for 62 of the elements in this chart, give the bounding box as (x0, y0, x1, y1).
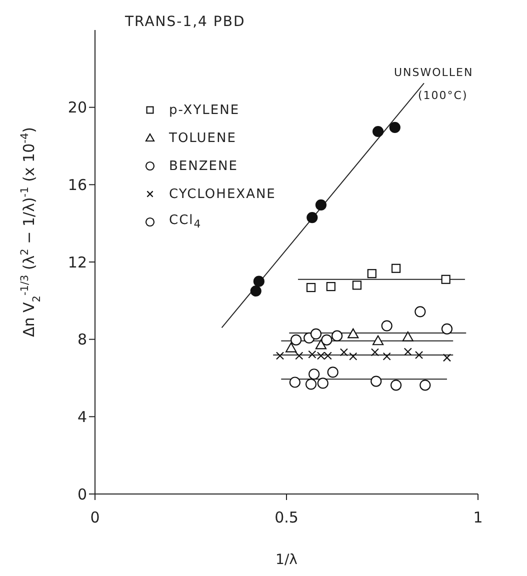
point (372, 126, 384, 138)
x-tick-label: 0.5 (274, 508, 298, 527)
point (404, 348, 412, 356)
point (414, 306, 426, 318)
point (370, 376, 382, 387)
point (381, 320, 392, 332)
point (308, 350, 316, 358)
point (370, 348, 380, 356)
point (306, 282, 316, 292)
chart-title: TRANS-1,4 PBD (124, 14, 246, 30)
legend-label: p-XYLENE (169, 102, 240, 118)
point (321, 334, 332, 346)
point (308, 368, 320, 380)
y-tick-label: 8 (77, 330, 87, 349)
point (349, 352, 358, 360)
point (441, 274, 450, 284)
point (315, 339, 327, 350)
y-tick-label: 0 (77, 485, 87, 504)
y-tick-label: 20 (68, 98, 87, 117)
point (391, 264, 401, 273)
point (367, 269, 376, 278)
point (276, 352, 284, 360)
point (441, 323, 453, 334)
point (332, 330, 343, 342)
x-tick-label: 1 (473, 508, 483, 527)
point (420, 380, 431, 391)
legend-label: CCl$_{4}$ (169, 213, 202, 231)
point (289, 376, 300, 388)
point (414, 350, 424, 360)
point (340, 348, 348, 356)
x-tick-label: 0 (90, 508, 100, 527)
point (253, 276, 264, 287)
point (348, 328, 359, 338)
legend-label: BENZENE (169, 158, 238, 174)
legend-label: TOLUENE (169, 130, 236, 146)
point (316, 352, 326, 360)
point (402, 331, 414, 342)
legend-label: CYCLOHEXANE (169, 186, 276, 202)
annotation: (100°C) (418, 89, 468, 102)
point (372, 335, 384, 346)
point (442, 354, 452, 362)
annotation: UNSWOLLEN (394, 66, 474, 79)
point (389, 122, 400, 133)
point (317, 378, 328, 389)
point (324, 352, 332, 360)
point (326, 282, 336, 292)
point (352, 280, 362, 290)
x-axis-title: 1/λ (276, 552, 298, 568)
point (327, 366, 338, 378)
point (250, 285, 262, 297)
point (306, 212, 318, 224)
point (390, 380, 402, 391)
point (305, 378, 317, 390)
point (286, 342, 297, 352)
y-tick-label: 16 (68, 176, 87, 194)
point (290, 334, 302, 346)
y-tick-label: 4 (77, 408, 87, 426)
point (310, 328, 322, 340)
point (382, 352, 391, 360)
point (295, 352, 304, 360)
y-tick-label: 12 (68, 253, 87, 272)
point (315, 199, 327, 211)
